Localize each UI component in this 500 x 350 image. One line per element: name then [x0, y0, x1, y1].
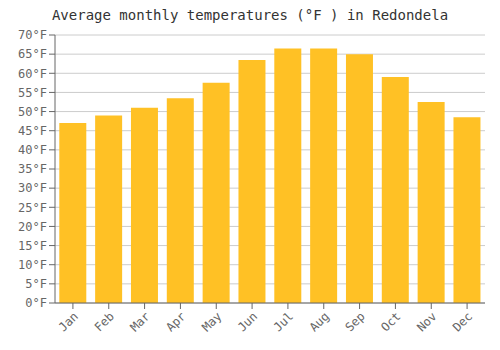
svg-text:30°F: 30°F	[18, 181, 47, 195]
svg-text:Aug: Aug	[307, 309, 332, 334]
svg-text:15°F: 15°F	[18, 239, 47, 253]
svg-text:10°F: 10°F	[18, 258, 47, 272]
svg-text:Jan: Jan	[56, 309, 81, 334]
svg-text:Mar: Mar	[127, 309, 152, 334]
svg-text:Sep: Sep	[342, 309, 367, 334]
svg-text:Nov: Nov	[414, 309, 439, 334]
svg-text:55°F: 55°F	[18, 86, 47, 100]
svg-text:0°F: 0°F	[25, 296, 47, 310]
svg-text:Dec: Dec	[450, 309, 475, 334]
svg-text:20°F: 20°F	[18, 220, 47, 234]
html-text:Average monthly temperatures (: Average monthly temperatures (°F ) in Re…	[51, 7, 449, 23]
svg-text:50°F: 50°F	[18, 105, 47, 119]
svg-text:Jul: Jul	[271, 309, 296, 334]
svg-text:25°F: 25°F	[18, 201, 47, 215]
svg-text:60°F: 60°F	[18, 67, 47, 81]
svg-text:70°F: 70°F	[18, 30, 47, 42]
svg-text:Jun: Jun	[235, 309, 260, 334]
svg-text:5°F: 5°F	[25, 277, 47, 291]
svg-text:Oct: Oct	[378, 309, 403, 334]
svg-text:Apr: Apr	[163, 309, 188, 334]
svg-text:45°F: 45°F	[18, 124, 47, 138]
svg-text:May: May	[199, 309, 224, 334]
svg-text:40°F: 40°F	[18, 143, 47, 157]
svg-text:65°F: 65°F	[18, 47, 47, 61]
svg-text:35°F: 35°F	[18, 162, 47, 176]
svg-text:Feb: Feb	[92, 309, 117, 334]
